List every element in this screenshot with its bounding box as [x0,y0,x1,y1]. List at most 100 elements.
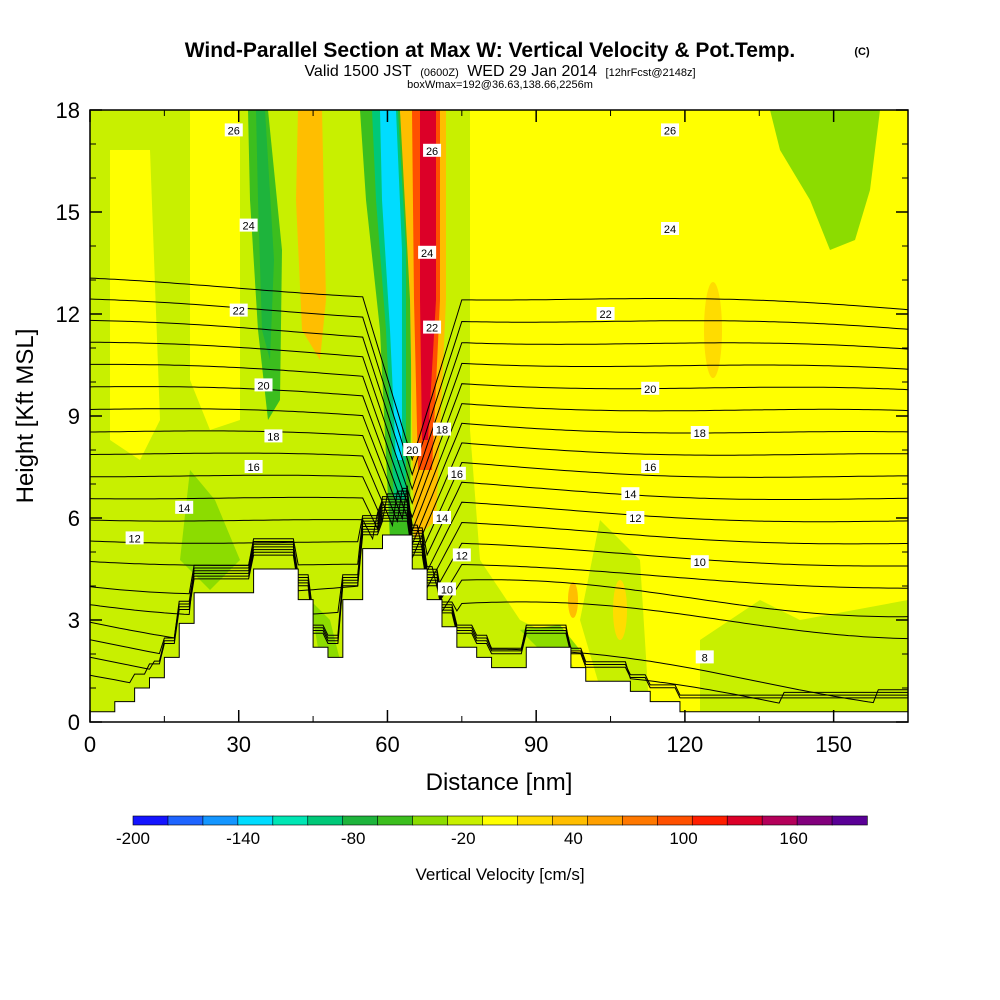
theta-label: 26 [423,143,442,158]
theta-contour-20 [90,430,908,559]
theta-label-text: 20 [644,384,656,396]
x-tick-label: 90 [524,732,548,757]
colorbar-swatch [831,815,868,826]
colorbar-ticks: -200 -140 -80 -20 40 100 160 [116,829,808,848]
theta-label-bg [626,511,645,524]
y-axis-label: Height [Kft MSL] [12,329,39,504]
theta-label-text: 10 [694,557,706,569]
theta-label-text: 26 [426,146,438,158]
theta-contour-9 [90,517,908,696]
y-tick-label: 15 [56,200,80,225]
theta-label: 20 [254,378,273,392]
theta-label: 22 [596,307,615,321]
theta-label-bg [690,555,709,569]
colorbar-swatch [552,815,589,826]
theta-label-bg [432,422,451,436]
theta-label-text: 18 [267,431,279,443]
theta-label-text: 10 [441,584,453,596]
colorbar-swatch [377,815,414,826]
colorbar-swatch [761,815,798,826]
theta-label-text: 22 [426,323,438,335]
y-tick-label: 6 [68,506,80,531]
y-tick-label: 0 [68,710,80,735]
terrain-mask [90,534,908,722]
theta-label-text: 20 [257,380,269,392]
y-tick-label: 3 [68,608,80,633]
x-axis: 0 30 60 90 120 150 [84,110,909,757]
theta-label: 26 [661,123,680,137]
theta-label: 24 [239,218,258,233]
theta-label: 10 [690,555,709,569]
theta-contour-23 [90,363,908,519]
theta-contour-15 [90,501,908,589]
x-tick-label: 120 [667,732,704,757]
theta-label-bg [254,378,273,392]
theta-contour-14 [90,504,908,599]
theta-label-text: 22 [599,309,611,321]
theta-label-text: 12 [456,550,468,562]
theta-label-text: 26 [664,125,676,137]
theta-label: 20 [641,381,660,396]
theta-contours [90,277,908,704]
subtitle-valid: Valid 1500 JST [304,63,412,80]
colorbar-tick-label: 40 [564,829,583,848]
theta-label: 26 [224,123,243,137]
theta-label-text: 16 [644,462,656,474]
theta-label: 12 [125,531,144,545]
theta-label-bg [224,123,243,137]
velocity-field [110,110,908,722]
x-axis-label: Distance [nm] [426,769,573,796]
theta-label: 14 [621,487,640,501]
theta-label-text: 12 [128,533,140,545]
colorbar-swatch [237,815,274,826]
theta-label: 16 [641,460,660,474]
theta-label-bg [641,381,660,395]
updraft-blob-1 [704,282,722,378]
theta-label: 18 [690,426,709,440]
theta-label-bg [423,143,442,157]
theta-contour-21 [90,408,908,545]
theta-label: 22 [423,320,442,335]
theta-label-bg [447,466,466,480]
downdraft-region-southeast [700,600,908,722]
colorbar-swatch [796,815,833,826]
x-tick-label: 60 [375,732,399,757]
theta-label-text: 12 [629,513,641,525]
theta-label-bg [418,245,437,259]
theta-label-text: 16 [451,469,463,481]
theta-label-bg [175,500,194,514]
theta-contour-24 [90,341,908,505]
colorbar-tick-label: -80 [341,829,366,848]
theta-label-text: 20 [406,445,418,457]
colorbar-swatch [307,815,344,826]
colorbar-swatch [412,815,449,826]
theta-label: 18 [432,422,451,437]
colorbar-swatch [726,815,763,826]
colorbar-swatch [517,815,554,826]
subtitle-utc: (0600Z) [420,67,459,79]
downdraft-main-inner [380,110,402,460]
theta-label: 16 [447,466,466,481]
theta-label: 24 [661,222,680,236]
updraft-main-inner [420,110,436,440]
colorbar-swatch [447,815,484,826]
theta-label-text: 24 [421,248,433,260]
x-tick-label: 0 [84,732,96,757]
theta-label-bg [423,320,442,334]
colorbar-tick-label: -200 [116,829,150,848]
theta-label: 8 [695,650,714,664]
theta-contour-19 [90,452,908,552]
chart-subtitle-box: boxWmax=192@36.63,138.66,2256m [407,79,593,91]
downdraft-region-northeast [770,110,880,250]
theta-label: 12 [626,511,645,525]
colorbar-swatch [656,815,693,826]
theta-label-text: 8 [702,652,708,664]
theta-label-bg [596,307,615,320]
chart-subtitle: Valid 1500 JST (0600Z) WED 29 Jan 2014 [… [304,63,695,80]
theta-label-bg [641,460,660,473]
colorbar-tick-label: -20 [451,829,476,848]
theta-label-text: 24 [243,221,255,233]
theta-label: 20 [403,443,422,457]
theta-label: 10 [437,582,456,596]
